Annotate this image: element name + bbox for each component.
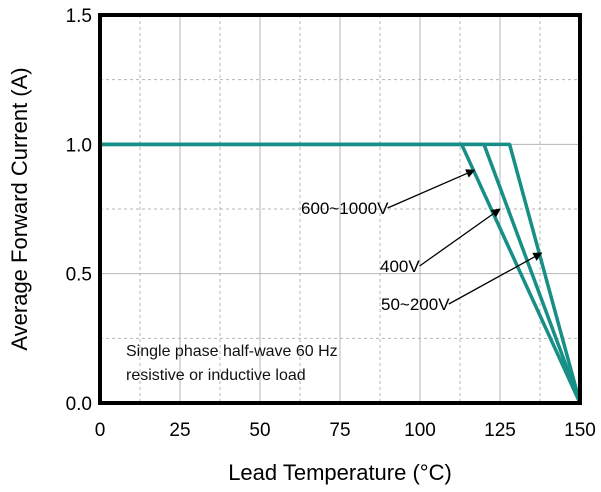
note-line: Single phase half-wave 60 Hz: [126, 343, 338, 360]
y-axis-title: Average Forward Current (A): [7, 67, 32, 350]
annotation-label: 50~200V: [381, 295, 450, 314]
note-line: resistive or inductive load: [126, 367, 306, 384]
annotation-arrow: [387, 169, 476, 209]
x-tick-label: 125: [484, 420, 516, 441]
y-tick-labels: 0.0 0.5 1.0 1.5: [66, 6, 92, 415]
x-tick-label: 75: [329, 420, 350, 441]
annotation-arrow: [448, 252, 543, 305]
x-tick-label: 100: [404, 420, 436, 441]
annotation-label: 400V: [380, 257, 420, 276]
x-tick-label: 25: [169, 420, 190, 441]
condition-note: Single phase half-wave 60 Hz resistive or…: [126, 343, 338, 384]
x-axis-title: Lead Temperature (°C): [228, 460, 452, 485]
y-tick-label: 0.0: [66, 394, 92, 415]
y-tick-label: 1.0: [66, 135, 92, 156]
annotation-arrow: [419, 208, 501, 267]
annotation-label: 600~1000V: [301, 199, 389, 218]
series-lines: [100, 142, 582, 404]
plot-frame: [98, 13, 582, 405]
x-tick-label: 150: [564, 420, 596, 441]
y-tick-label: 1.5: [66, 6, 92, 27]
series-line-2: [100, 142, 582, 404]
annotations: 600~1000V 400V 50~200V: [301, 169, 543, 314]
x-tick-labels: 0 25 50 75 100 125 150: [95, 420, 596, 441]
y-tick-label: 0.5: [66, 265, 92, 286]
x-tick-label: 0: [95, 420, 106, 441]
x-tick-label: 50: [249, 420, 270, 441]
